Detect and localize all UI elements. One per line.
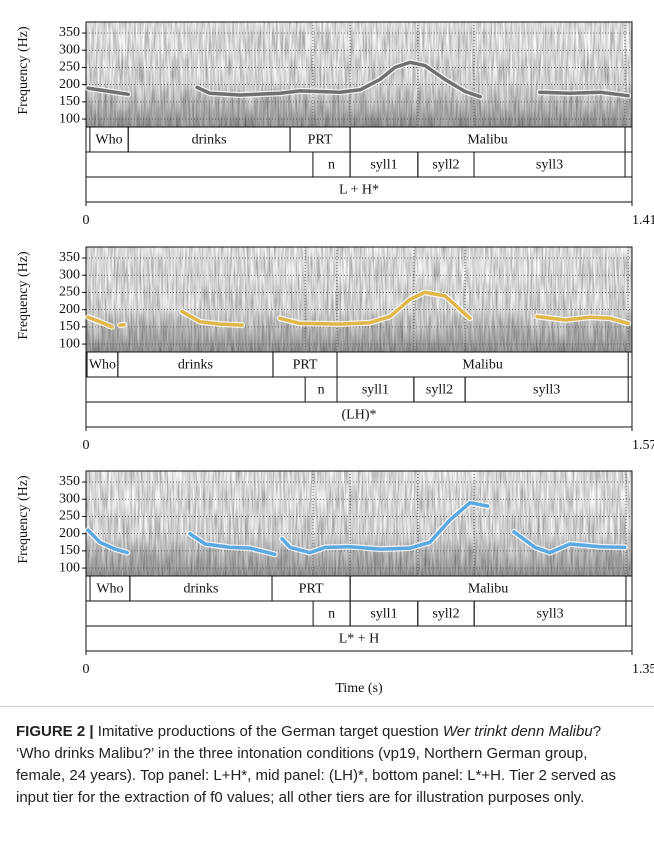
caption-label: FIGURE 2 | [16,723,94,740]
y-tick-label: 200 [59,302,80,317]
x-tick-label: 0 [83,662,90,677]
x-tick-label: 1.577 [632,438,654,453]
y-axis-label: Frequency (Hz) [16,26,31,115]
tier-label: syll1 [370,607,397,622]
tier-label: n [328,607,335,622]
y-tick-label: 100 [59,111,80,126]
caption-text: Imitative productions of the German targ… [97,723,443,740]
tier-label: L + H* [339,183,379,198]
tier-label: Malibu [468,582,508,597]
y-tick-label: 300 [59,42,80,57]
tier-label: syll3 [533,383,560,398]
x-tick-label: 1.41 [632,213,654,228]
tier-label: syll3 [536,158,563,173]
tier-label: Who [89,358,116,373]
tier-label: syll2 [432,158,459,173]
x-axis-label: Time (s) [335,681,383,696]
tier-label: PRT [299,582,324,597]
tier-label: drinks [183,582,218,597]
tier-label: PRT [308,133,333,148]
caption: FIGURE 2 | Imitative productions of the … [0,706,654,860]
tier-label: PRT [293,358,318,373]
tier-label: Who [95,133,122,148]
plot-frame [85,470,633,652]
y-tick-label: 250 [59,60,80,75]
x-tick-label: 0 [83,438,90,453]
y-axis-label: Frequency (Hz) [16,251,31,340]
x-tick-label: 0 [83,213,90,228]
tier-label: Malibu [462,358,502,373]
tier-label: n [328,158,335,173]
y-tick-label: 150 [59,94,80,109]
x-tick-label: 1.356 [632,662,654,677]
y-tick-label: 350 [59,250,80,265]
tier-label: syll3 [536,607,563,622]
tier-label: Malibu [467,133,507,148]
y-tick-label: 150 [59,319,80,334]
y-tick-label: 250 [59,509,80,524]
tier-label: syll2 [432,607,459,622]
plot-frame [85,21,633,203]
caption-text: ? ‘Who drinks Malibu?’ in the three into… [16,723,617,806]
pitch-track [86,500,627,557]
y-tick-label: 100 [59,336,80,351]
tier-label: Who [96,582,123,597]
y-axis-label: Frequency (Hz) [16,475,31,564]
plot-frame [85,246,633,428]
y-tick-label: 300 [59,267,80,282]
spectrogram-shade [86,22,632,127]
pitch-track [86,290,630,329]
spectrogram-shade [86,247,632,352]
pitch-track [86,60,630,99]
y-tick-label: 100 [59,560,80,575]
figure: 100 150 200 250 300 350 Frequency (Hz) Who drink… [16,21,654,696]
tier-label: syll1 [370,158,397,173]
y-tick-label: 150 [59,543,80,558]
y-tick-label: 200 [59,526,80,541]
y-tick-label: 350 [59,25,80,40]
y-tick-label: 350 [59,474,80,489]
tier-label: syll1 [362,383,389,398]
tier-label: L* + H [339,632,380,647]
tier-label: syll2 [426,383,453,398]
tier-label: (LH)* [342,408,377,423]
y-tick-label: 200 [59,77,80,92]
spectrogram-shade [86,471,632,576]
y-tick-label: 300 [59,491,80,506]
y-tick-label: 250 [59,285,80,300]
tier-label: drinks [192,133,227,148]
tier-label: n [318,383,325,398]
tier-label: drinks [178,358,213,373]
caption-italic: Wer trinkt denn Malibu [442,723,593,740]
